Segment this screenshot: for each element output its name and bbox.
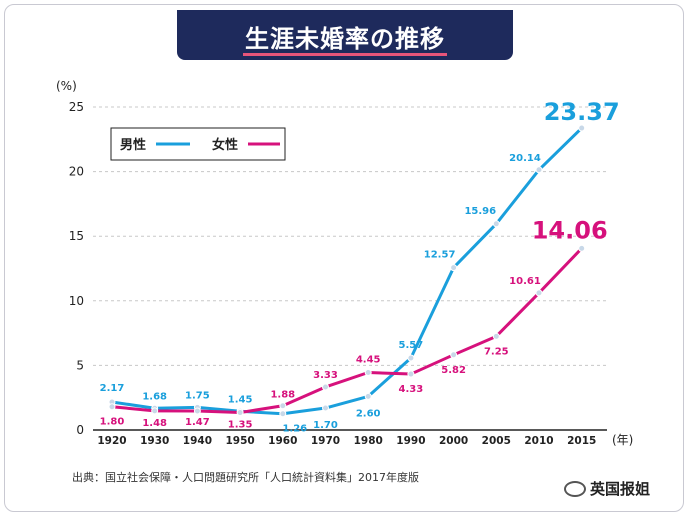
data-label-male: 1.75 <box>185 390 210 401</box>
data-point-female <box>492 332 500 340</box>
data-label-female: 3.33 <box>313 370 338 381</box>
x-tick-label: 1960 <box>268 435 297 447</box>
y-tick-label: 10 <box>69 294 84 308</box>
data-point-male <box>279 410 287 418</box>
data-label-female: 1.80 <box>100 417 125 428</box>
data-label-female: 7.25 <box>484 346 509 357</box>
data-point-female <box>407 370 415 378</box>
data-point-male <box>578 124 586 132</box>
data-label-male: 12.57 <box>424 250 456 261</box>
data-point-female <box>535 289 543 297</box>
data-label-male: 1.68 <box>142 391 167 402</box>
data-label-female: 1.47 <box>185 417 210 428</box>
data-point-male <box>364 392 372 400</box>
x-tick-label: 2010 <box>524 435 553 447</box>
data-label-male: 20.14 <box>509 153 541 164</box>
y-tick-label: 20 <box>69 165 84 179</box>
data-label-male: 23.37 <box>544 98 620 126</box>
data-point-female <box>279 402 287 410</box>
data-point-female <box>108 403 116 411</box>
data-label-female: 4.33 <box>399 384 424 395</box>
x-tick-label: 1970 <box>311 435 340 447</box>
watermark: 英国报姐 <box>564 478 650 499</box>
legend-label-male: 男性 <box>120 137 146 153</box>
data-point-female <box>322 383 329 391</box>
data-point-female <box>578 244 586 252</box>
source-note: 出典：国立社会保障・人口問題研究所「人口統計資料集」2017年度版 <box>72 471 419 484</box>
data-point-male <box>407 354 415 362</box>
legend-label-female: 女性 <box>212 137 238 153</box>
data-label-female: 10.61 <box>509 276 541 287</box>
title-underline <box>243 53 447 56</box>
data-point-female <box>193 407 201 415</box>
x-tick-label: 1930 <box>140 435 169 447</box>
data-label-female: 1.35 <box>228 420 253 431</box>
chart-title: 生涯未婚率の推移 <box>245 25 445 53</box>
data-label-female: 1.88 <box>270 390 295 401</box>
data-point-female <box>364 369 372 377</box>
data-label-female: 4.45 <box>356 355 381 366</box>
x-tick-label: 1990 <box>396 435 425 447</box>
series-line-female <box>110 246 584 415</box>
data-point-female <box>151 407 159 415</box>
data-label-male: 15.96 <box>464 206 496 217</box>
x-tick-label: 1940 <box>183 435 212 447</box>
data-label-male: 2.17 <box>100 383 125 394</box>
data-label-male: 1.45 <box>228 394 253 405</box>
x-tick-label: 2000 <box>439 435 468 447</box>
y-tick-label: 5 <box>76 358 84 372</box>
x-tick-label: 1950 <box>225 435 254 447</box>
y-tick-label: 25 <box>69 100 84 114</box>
data-label-male: 2.60 <box>356 408 381 419</box>
data-label-female: 14.06 <box>532 216 608 244</box>
watermark-text: 英国报姐 <box>590 480 651 498</box>
data-label-male: 1.70 <box>313 420 338 431</box>
data-point-female <box>450 351 458 359</box>
x-unit-label: (年) <box>612 433 633 447</box>
data-point-male <box>535 166 543 174</box>
series-line-male <box>110 126 584 416</box>
data-label-female: 1.48 <box>142 418 167 429</box>
x-tick-label: 2015 <box>567 435 596 447</box>
data-label-male: 1.26 <box>282 424 307 435</box>
title-banner: 生涯未婚率の推移 <box>177 10 513 60</box>
y-tick-label: 15 <box>69 229 84 243</box>
data-point-male <box>492 220 500 228</box>
data-point-female <box>236 409 244 417</box>
x-tick-label: 2005 <box>482 435 511 447</box>
data-point-male <box>322 404 329 412</box>
data-point-male <box>450 264 458 272</box>
data-label-male: 5.57 <box>399 340 424 351</box>
chat-bubble-icon <box>564 480 586 497</box>
x-tick-label: 1980 <box>354 435 383 447</box>
x-tick-label: 1920 <box>97 435 126 447</box>
data-label-female: 5.82 <box>441 365 466 376</box>
y-unit-label: (%) <box>56 79 77 93</box>
y-tick-label: 0 <box>76 423 84 437</box>
